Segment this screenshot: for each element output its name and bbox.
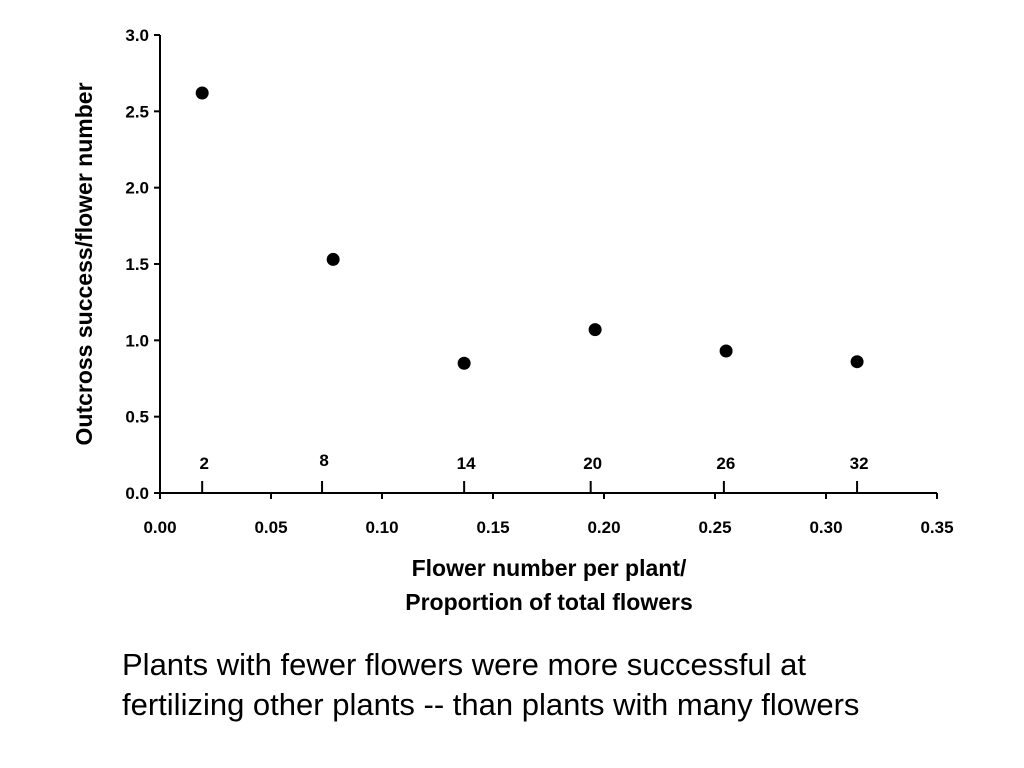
data-point — [195, 86, 209, 100]
data-point — [719, 344, 733, 358]
flower-number-label: 14 — [457, 454, 476, 473]
y-tick-label: 3.0 — [125, 26, 149, 45]
flower-number-label: 2 — [199, 454, 208, 473]
x-tick-label: 0.15 — [476, 518, 509, 537]
flower-number-label: 8 — [319, 451, 328, 470]
x-tick-label: 0.30 — [809, 518, 842, 537]
flower-number-labels: 2 8 14 20 26 32 — [199, 451, 869, 493]
caption: Plants with fewer flowers were more succ… — [122, 645, 982, 725]
y-axis-title: Outcross success/flower number — [71, 82, 97, 445]
caption-line-2: fertilizing other plants -- than plants … — [122, 687, 860, 722]
x-axis-title-line: Flower number per plant/ — [412, 555, 687, 581]
x-tick-label: 0.05 — [254, 518, 287, 537]
y-tick-label: 0.0 — [125, 484, 149, 503]
data-point — [588, 323, 602, 337]
y-tick-label: 1.5 — [125, 255, 149, 274]
y-axis-ticks: 0.0 0.5 1.0 1.5 2.0 2.5 3.0 — [125, 26, 160, 503]
y-tick-label: 2.0 — [125, 179, 149, 198]
flower-number-label: 26 — [716, 454, 735, 473]
axes — [159, 35, 937, 494]
x-axis-ticks: 0.00 0.05 0.10 0.15 0.20 0.25 0.30 0.35 — [143, 493, 954, 537]
data-points — [195, 86, 864, 370]
x-axis-title-line: Proportion of total flowers — [405, 589, 693, 615]
flower-number-label: 32 — [850, 454, 869, 473]
y-tick-label: 1.0 — [125, 331, 149, 350]
caption-line-1: Plants with fewer flowers were more succ… — [122, 647, 806, 682]
y-tick-label: 0.5 — [125, 408, 149, 427]
scatter-chart: 0.00.51.01.52.02.53.0 0.00 0.05 0.10 0.15 0.… — [71, 26, 954, 615]
data-point — [326, 252, 340, 266]
x-tick-label: 0.35 — [920, 518, 953, 537]
x-tick-label: 0.25 — [698, 518, 731, 537]
axis-titles: Outcross success/flower number Flower num… — [71, 82, 693, 615]
flower-number-label: 20 — [583, 454, 602, 473]
x-tick-label: 0.10 — [365, 518, 398, 537]
x-tick-label: 0.00 — [143, 518, 176, 537]
x-tick-label: 0.20 — [587, 518, 620, 537]
data-point — [457, 356, 471, 370]
data-point — [850, 355, 864, 369]
y-tick-label: 2.5 — [125, 102, 149, 121]
